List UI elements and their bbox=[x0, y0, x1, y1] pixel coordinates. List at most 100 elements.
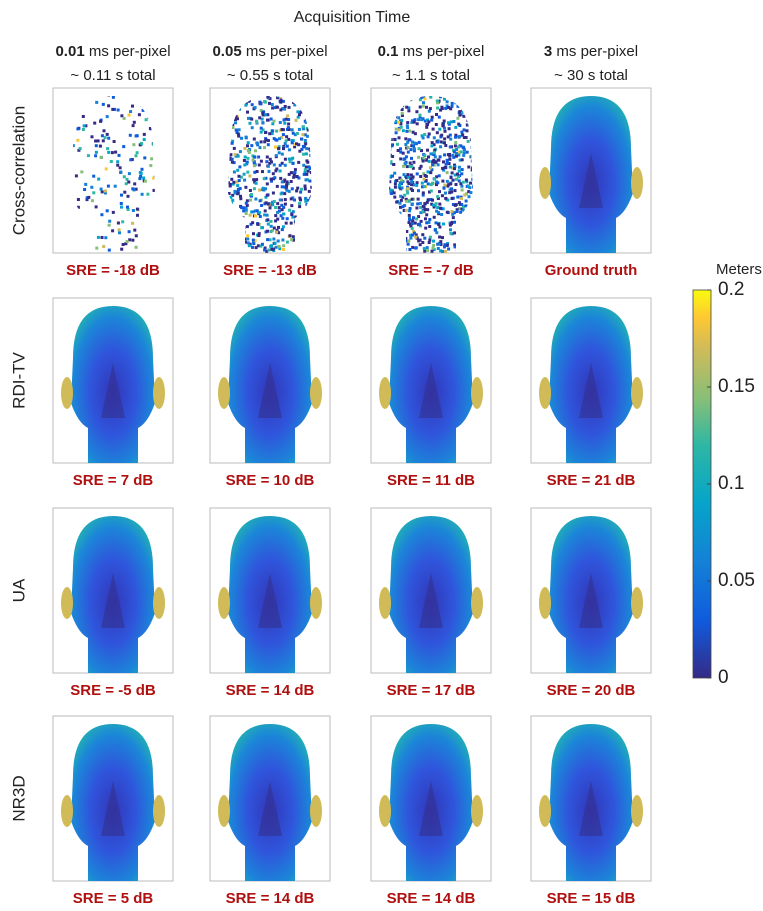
pixel bbox=[266, 182, 269, 185]
pixel bbox=[419, 206, 422, 209]
pixel bbox=[275, 130, 278, 133]
pixel bbox=[422, 101, 425, 104]
pixel bbox=[95, 205, 98, 208]
pixel bbox=[239, 197, 242, 200]
pixel bbox=[272, 238, 275, 241]
pixel bbox=[279, 164, 282, 167]
pixel bbox=[423, 97, 426, 100]
pixel bbox=[271, 103, 274, 106]
pixel bbox=[288, 158, 291, 161]
pixel bbox=[429, 171, 432, 174]
pixel bbox=[284, 142, 287, 145]
depth-image bbox=[371, 508, 491, 673]
pixel bbox=[467, 140, 470, 143]
pixel bbox=[405, 209, 408, 212]
pixel bbox=[129, 134, 132, 137]
pixel bbox=[291, 141, 294, 144]
pixel bbox=[419, 114, 422, 117]
pixel bbox=[432, 240, 435, 243]
pixel bbox=[427, 170, 430, 173]
pixel bbox=[106, 147, 109, 150]
pixel bbox=[123, 175, 126, 178]
pixel bbox=[277, 226, 280, 229]
pixel bbox=[463, 151, 466, 154]
pixel bbox=[269, 158, 272, 161]
pixel bbox=[437, 163, 440, 166]
pixel bbox=[390, 192, 393, 195]
pixel bbox=[438, 116, 441, 119]
pixel bbox=[446, 185, 449, 188]
pixel bbox=[243, 163, 246, 166]
sre-caption: Ground truth bbox=[545, 262, 637, 279]
pixel bbox=[412, 131, 415, 134]
pixel bbox=[266, 156, 269, 159]
pixel bbox=[288, 148, 291, 151]
column-total: ~ 30 s total bbox=[554, 67, 628, 84]
pixel bbox=[304, 168, 307, 171]
pixel bbox=[102, 103, 105, 106]
pixel bbox=[246, 225, 249, 228]
pixel bbox=[443, 186, 446, 189]
pixel bbox=[261, 226, 264, 229]
pixel bbox=[417, 156, 420, 159]
pixel bbox=[281, 217, 284, 220]
pixel bbox=[279, 177, 282, 180]
pixel bbox=[255, 246, 258, 249]
pixel bbox=[452, 179, 455, 182]
pixel bbox=[274, 206, 277, 209]
pixel bbox=[252, 232, 255, 235]
pixel bbox=[82, 128, 85, 131]
pixel bbox=[308, 180, 311, 183]
pixel bbox=[412, 145, 415, 148]
pixel bbox=[260, 140, 263, 143]
pixel bbox=[256, 223, 259, 226]
pixel bbox=[437, 211, 440, 214]
pixel bbox=[266, 230, 269, 233]
pixel bbox=[424, 227, 427, 230]
pixel bbox=[411, 227, 414, 230]
pixel bbox=[408, 218, 411, 221]
figure: Acquisition Time Meters 0.01 ms per-pixe… bbox=[0, 0, 763, 911]
pixel bbox=[446, 100, 449, 103]
pixel bbox=[290, 204, 293, 207]
pixel bbox=[285, 222, 288, 225]
pixel bbox=[282, 244, 285, 247]
column-unit: ms per-pixel bbox=[242, 43, 328, 60]
pixel bbox=[395, 131, 398, 134]
pixel bbox=[428, 241, 431, 244]
pixel bbox=[428, 133, 431, 136]
pixel bbox=[257, 156, 260, 159]
ear bbox=[379, 377, 391, 409]
pixel bbox=[441, 180, 444, 183]
pixel bbox=[270, 118, 273, 121]
pixel bbox=[427, 198, 430, 201]
pixel bbox=[119, 171, 122, 174]
pixel bbox=[302, 164, 305, 167]
pixel bbox=[409, 165, 412, 168]
pixel bbox=[411, 203, 414, 206]
pixel bbox=[275, 246, 278, 249]
pixel bbox=[101, 134, 104, 137]
pixel bbox=[406, 187, 409, 190]
depth-image bbox=[53, 716, 173, 881]
pixel bbox=[398, 136, 401, 139]
pixel bbox=[229, 185, 232, 188]
pixel bbox=[461, 168, 464, 171]
pixel bbox=[270, 178, 273, 181]
pixel bbox=[243, 173, 246, 176]
pixel bbox=[108, 220, 111, 223]
pixel bbox=[244, 104, 247, 107]
pixel bbox=[276, 106, 279, 109]
pixel bbox=[418, 167, 421, 170]
pixel bbox=[461, 134, 464, 137]
sre-caption: SRE = -7 dB bbox=[388, 262, 474, 279]
pixel bbox=[279, 108, 282, 111]
pixel bbox=[406, 124, 409, 127]
pixel bbox=[411, 234, 414, 237]
ear bbox=[631, 167, 643, 199]
pixel bbox=[427, 135, 430, 138]
pixel bbox=[449, 146, 452, 149]
ear bbox=[379, 795, 391, 827]
depth-image bbox=[531, 298, 651, 463]
pixel bbox=[448, 191, 451, 194]
